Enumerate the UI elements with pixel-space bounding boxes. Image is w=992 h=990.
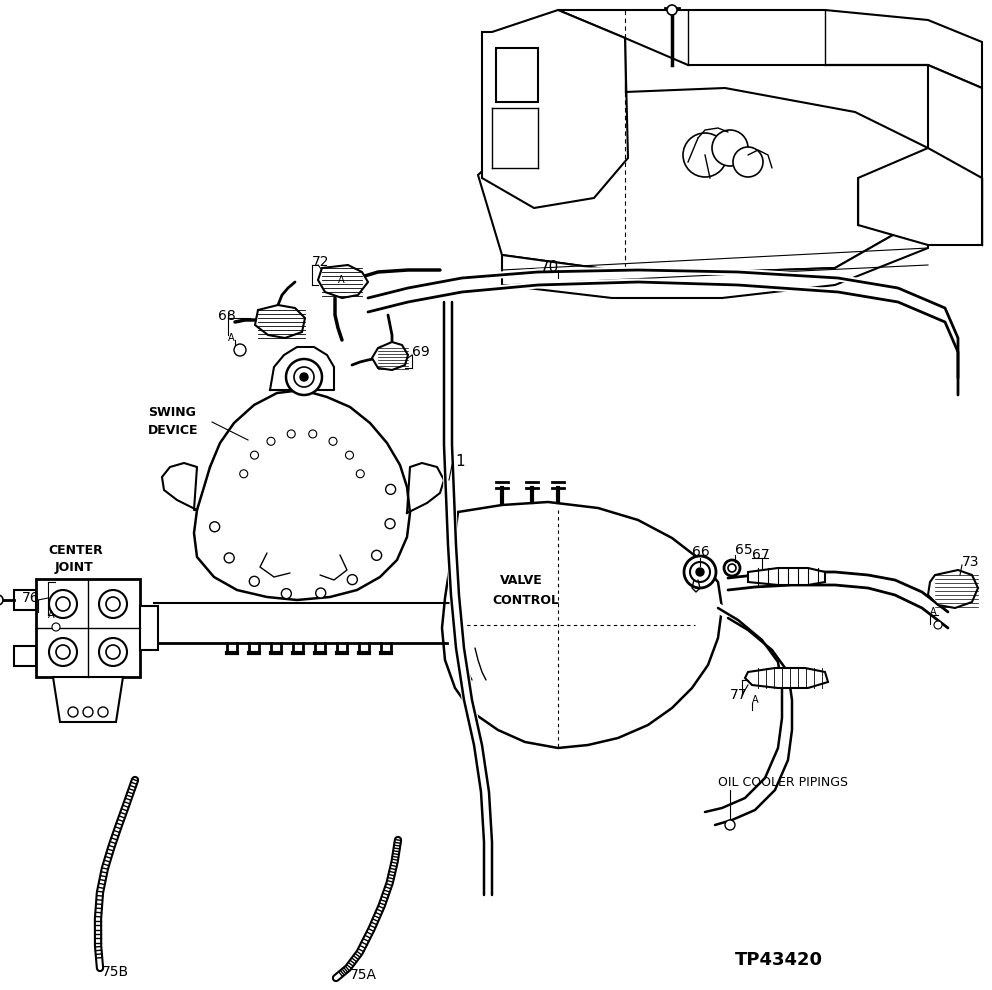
Polygon shape	[825, 65, 982, 215]
Circle shape	[728, 564, 736, 572]
Polygon shape	[928, 570, 978, 608]
Circle shape	[309, 430, 316, 438]
Circle shape	[712, 130, 748, 166]
Circle shape	[690, 562, 710, 582]
Text: 66: 66	[692, 545, 709, 559]
Circle shape	[372, 550, 382, 560]
Text: JOINT: JOINT	[55, 561, 94, 574]
Circle shape	[934, 621, 942, 629]
Circle shape	[209, 522, 219, 532]
Circle shape	[683, 133, 727, 177]
Circle shape	[329, 438, 337, 446]
Text: 72: 72	[312, 255, 329, 269]
Circle shape	[725, 820, 735, 830]
Text: 67: 67	[752, 548, 770, 562]
Circle shape	[99, 590, 127, 618]
Text: CONTROL: CONTROL	[492, 593, 559, 607]
Polygon shape	[478, 88, 928, 272]
Circle shape	[52, 623, 60, 631]
Polygon shape	[496, 48, 538, 102]
Circle shape	[356, 470, 364, 478]
Polygon shape	[745, 668, 828, 688]
Circle shape	[724, 560, 740, 576]
Circle shape	[234, 344, 246, 356]
Circle shape	[282, 589, 292, 599]
Text: 69: 69	[412, 345, 430, 359]
Polygon shape	[748, 568, 825, 585]
Circle shape	[347, 574, 357, 585]
Circle shape	[224, 552, 234, 563]
Circle shape	[667, 5, 677, 15]
Polygon shape	[140, 606, 158, 650]
Polygon shape	[270, 347, 334, 390]
Polygon shape	[318, 265, 368, 298]
Text: 65: 65	[735, 543, 753, 557]
Circle shape	[249, 576, 259, 586]
Circle shape	[345, 451, 353, 459]
Circle shape	[315, 588, 325, 598]
Text: 1: 1	[455, 454, 464, 469]
Polygon shape	[53, 677, 123, 722]
Circle shape	[106, 645, 120, 659]
Circle shape	[56, 597, 70, 611]
Text: OIL COOLER PIPINGS: OIL COOLER PIPINGS	[718, 775, 848, 788]
Circle shape	[240, 470, 248, 478]
Circle shape	[98, 707, 108, 717]
Polygon shape	[558, 10, 982, 88]
Text: 75B: 75B	[102, 965, 129, 979]
Polygon shape	[407, 463, 444, 513]
Text: VALVE: VALVE	[500, 573, 543, 586]
Text: 77: 77	[730, 688, 748, 702]
Circle shape	[49, 590, 77, 618]
Polygon shape	[194, 390, 410, 600]
Text: 75A: 75A	[350, 968, 377, 982]
Polygon shape	[255, 305, 305, 338]
Circle shape	[300, 373, 308, 381]
Polygon shape	[36, 579, 140, 677]
Circle shape	[733, 147, 763, 177]
Text: A: A	[48, 610, 55, 620]
Polygon shape	[442, 502, 722, 748]
Text: DEVICE: DEVICE	[148, 424, 198, 437]
Text: 73: 73	[962, 555, 979, 569]
Text: CENTER: CENTER	[48, 544, 103, 556]
Circle shape	[99, 638, 127, 666]
Circle shape	[294, 367, 314, 387]
Text: 68: 68	[218, 309, 236, 323]
Circle shape	[49, 638, 77, 666]
Circle shape	[83, 707, 93, 717]
Text: 70: 70	[540, 260, 559, 275]
Polygon shape	[14, 646, 36, 666]
Circle shape	[684, 556, 716, 588]
Text: 76: 76	[22, 591, 40, 605]
Polygon shape	[14, 590, 36, 610]
Polygon shape	[858, 148, 982, 245]
Text: A: A	[228, 333, 235, 343]
Circle shape	[0, 595, 3, 605]
Polygon shape	[482, 10, 628, 208]
Circle shape	[68, 707, 78, 717]
Circle shape	[344, 289, 352, 297]
Circle shape	[385, 519, 395, 529]
Text: TP43420: TP43420	[735, 951, 823, 969]
Polygon shape	[162, 463, 197, 510]
Circle shape	[267, 438, 275, 446]
Polygon shape	[502, 215, 928, 298]
Circle shape	[251, 451, 259, 459]
Text: A: A	[930, 607, 936, 617]
Circle shape	[106, 597, 120, 611]
Circle shape	[696, 568, 704, 576]
Text: A: A	[752, 695, 759, 705]
Circle shape	[386, 484, 396, 494]
Circle shape	[56, 645, 70, 659]
Circle shape	[286, 359, 322, 395]
Polygon shape	[372, 342, 408, 370]
Circle shape	[288, 430, 296, 438]
Text: A: A	[338, 275, 344, 285]
Text: SWING: SWING	[148, 406, 195, 419]
